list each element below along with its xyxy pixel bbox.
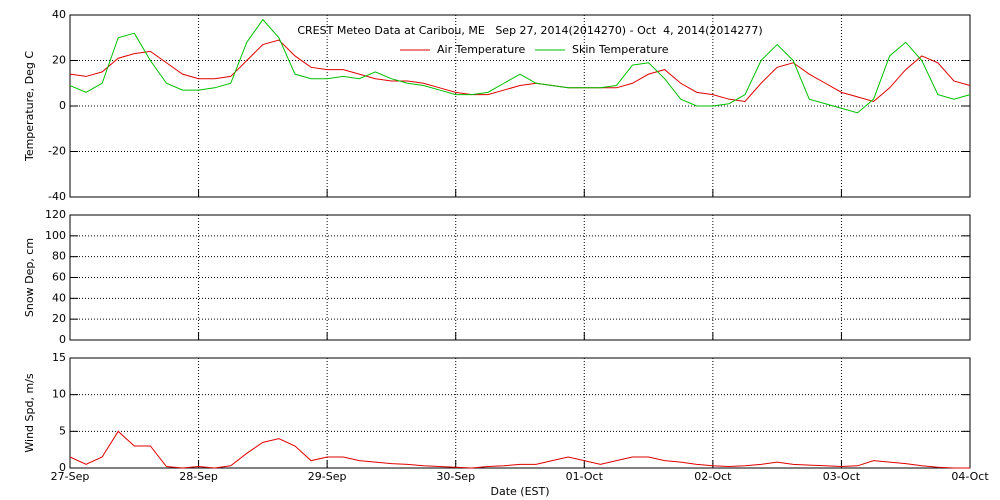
x-tick-label: 28-Sep — [179, 470, 218, 483]
y-tick-label: 100 — [45, 229, 66, 242]
legend-label: Air Temperature — [437, 43, 526, 56]
y-tick-label: 20 — [52, 54, 66, 67]
y-tick-label: 0 — [59, 99, 66, 112]
y-tick-label: -20 — [48, 145, 66, 158]
y-tick-label: 80 — [52, 250, 66, 263]
y-tick-label: 60 — [52, 271, 66, 284]
y-axis-label: Wind Spd, m/s — [23, 373, 36, 453]
plot-frame — [69, 357, 971, 469]
x-axis-label: Date (EST) — [490, 485, 549, 498]
y-tick-label: 40 — [52, 291, 66, 304]
x-tick-label: 30-Sep — [436, 470, 475, 483]
x-tick-label: 03-Oct — [823, 470, 861, 483]
x-tick-label: 01-Oct — [566, 470, 604, 483]
y-axis-label: Snow Dep, cm — [23, 238, 36, 317]
x-tick-label: 29-Sep — [308, 470, 347, 483]
chart-title: CREST Meteo Data at Caribou, ME Sep 27, … — [297, 24, 762, 37]
data-line — [69, 18, 971, 114]
plot-frame — [69, 14, 971, 198]
y-tick-label: 120 — [45, 208, 66, 221]
data-line — [69, 430, 970, 469]
legend-label: Skin Temperature — [572, 43, 669, 56]
y-tick-label: 0 — [59, 333, 66, 346]
x-tick-label: 27-Sep — [51, 470, 90, 483]
x-tick-label: 04-Oct — [951, 470, 989, 483]
y-tick-label: 15 — [52, 351, 66, 364]
data-line — [69, 39, 971, 103]
plot-frame — [69, 214, 971, 341]
y-tick-label: 5 — [59, 424, 66, 437]
y-axis-label: Temperature, Deg C — [23, 51, 36, 162]
y-tick-label: 10 — [52, 388, 66, 401]
y-tick-label: 0 — [59, 461, 66, 474]
y-tick-label: 40 — [52, 8, 66, 21]
y-tick-label: -40 — [48, 190, 66, 203]
y-tick-label: 20 — [52, 312, 66, 325]
x-tick-label: 02-Oct — [694, 470, 732, 483]
